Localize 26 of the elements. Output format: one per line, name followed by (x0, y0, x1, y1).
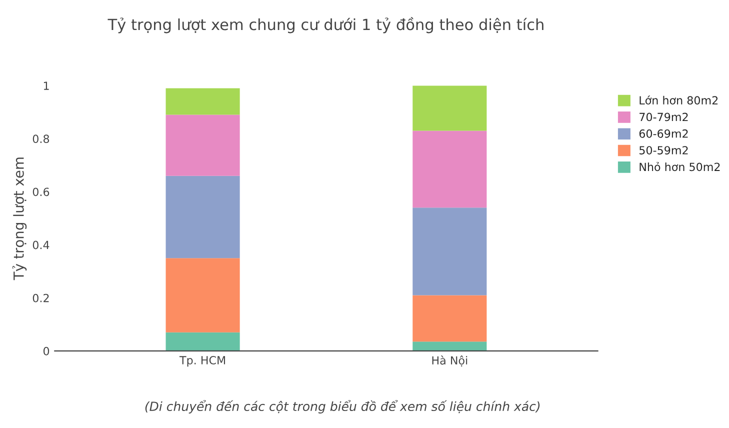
y-tick-label: 0 (43, 346, 50, 356)
chart-title: Tỷ trọng lượt xem chung cư dưới 1 tỷ đồng theo diện tích (108, 17, 544, 34)
bar (166, 176, 240, 258)
x-tick-label: Hà Nội (432, 356, 468, 366)
bar (412, 208, 487, 296)
bar (412, 86, 487, 131)
bar (166, 258, 240, 332)
legend-label: Lớn hơn 80m2 (640, 95, 718, 105)
legend-label: 50-59m2 (640, 146, 688, 154)
y-tick-label: 0.8 (32, 134, 50, 144)
bar (166, 88, 240, 115)
y-tick-label: 1 (44, 82, 49, 90)
y-tick-label: 0.2 (32, 294, 49, 302)
bar (412, 130, 487, 208)
x-tick-label: Tp. HCM (179, 356, 226, 367)
y-axis-title: Tỷ trọng lượt xem (12, 158, 27, 280)
bar (412, 342, 487, 351)
y-tick-label: 0.6 (32, 188, 50, 196)
bar (166, 114, 240, 176)
text: (Di chuyển đến các cột trong biểu đồ để xem số liệu chính xác) (145, 400, 540, 414)
y-tick-label: 0.4 (32, 240, 50, 250)
bar (412, 295, 487, 342)
legend-label: Nhỏ hơn 50m2 (640, 162, 720, 172)
legend-label: 70-79m2 (640, 112, 688, 122)
legend-label: 60-69m2 (639, 129, 688, 138)
bar (166, 332, 240, 351)
